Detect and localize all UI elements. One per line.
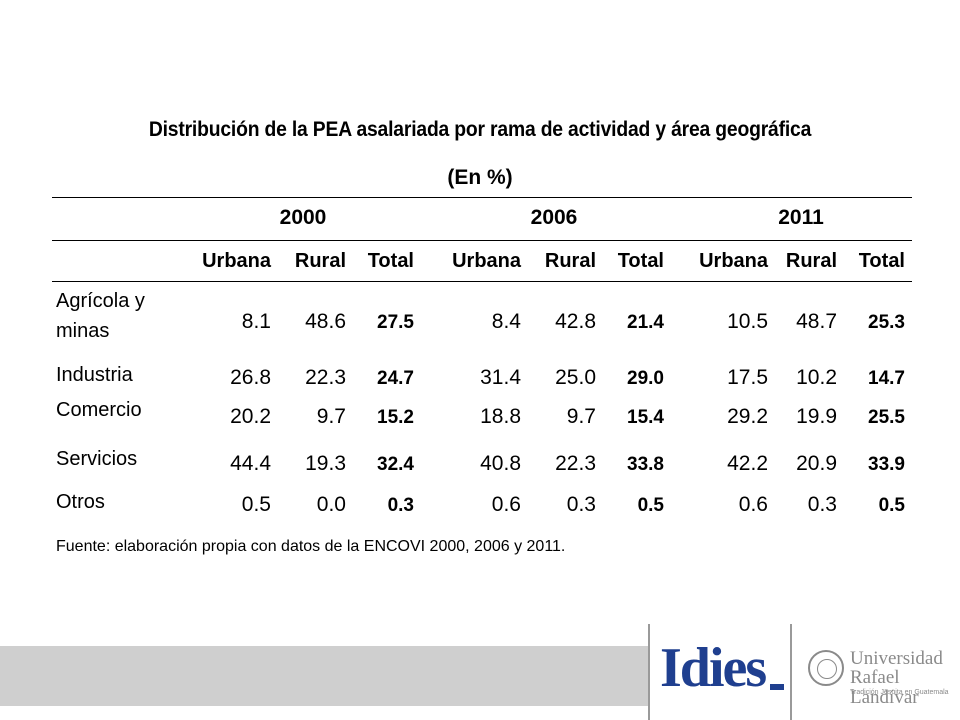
row-label: Servicios [56, 444, 137, 474]
table-cell: 29.2 [727, 405, 768, 428]
university-tagline: Tradición Jesuita en Guatemala [850, 689, 949, 696]
year-header-2006: 2006 [530, 206, 578, 229]
total-cell: 32.4 [377, 454, 414, 475]
column-header-urbana: Urbana [452, 250, 521, 272]
table-cell: 8.1 [241, 310, 271, 333]
column-header-urbana: Urbana [202, 250, 271, 272]
year-header-2000: 2000 [279, 206, 327, 229]
university-seal-icon [808, 650, 844, 686]
table-cell: 18.8 [480, 405, 521, 428]
table-cell: 48.7 [796, 310, 837, 333]
total-cell: 24.7 [377, 368, 414, 389]
header-bottom-rule [52, 281, 912, 282]
year-header-2011: 2011 [778, 206, 824, 229]
table-cell: 26.8 [230, 366, 271, 389]
column-header-total: Total [858, 250, 905, 272]
university-name-line1: Universidad [850, 648, 943, 669]
table-cell: 9.7 [316, 405, 346, 428]
table-cell: 40.8 [480, 452, 521, 475]
table-cell: 10.5 [727, 310, 768, 333]
total-cell: 29.0 [627, 368, 664, 389]
total-cell: 0.3 [387, 495, 414, 516]
total-cell: 15.2 [377, 407, 414, 428]
logo-divider-left [648, 624, 650, 720]
table-cell: 19.3 [305, 452, 346, 475]
column-header-rural: Rural [544, 250, 596, 272]
table-cell: 0.5 [241, 493, 271, 516]
column-header-total: Total [367, 250, 414, 272]
top-rule [52, 197, 912, 198]
table-cell: 0.6 [491, 493, 521, 516]
total-cell: 33.8 [627, 454, 664, 475]
total-cell: 27.5 [377, 312, 414, 333]
total-cell: 25.3 [868, 312, 905, 333]
row-label: Comercio [56, 395, 142, 425]
row-label-line: Otros [56, 491, 105, 513]
row-label-line: Servicios [56, 448, 138, 470]
table-cell: 0.3 [566, 493, 596, 516]
table-cell: 19.9 [796, 405, 837, 428]
table-cell: 9.7 [566, 405, 596, 428]
row-label: Agrícola y minas [56, 286, 145, 346]
table-cell: 0.3 [807, 493, 837, 516]
table-cell: 25.0 [555, 366, 596, 389]
row-label: Otros [56, 487, 105, 517]
table-cell: 10.2 [796, 366, 837, 389]
table-cell: 42.8 [555, 310, 596, 333]
middle-rule [52, 240, 912, 241]
table-cell: 44.4 [230, 452, 271, 475]
column-header-rural: Rural [785, 250, 837, 272]
table-title: Distribución de la PEA asalariada por ra… [148, 118, 812, 141]
column-header-total: Total [617, 250, 664, 272]
total-cell: 21.4 [627, 312, 664, 333]
total-cell: 0.5 [878, 495, 905, 516]
total-cell: 15.4 [627, 407, 664, 428]
source-note: Fuente: elaboración propia con datos de … [56, 538, 566, 555]
row-label: Industria [56, 360, 133, 390]
logo-area [648, 624, 960, 720]
row-label-line: Comercio [56, 399, 142, 421]
column-header-urbana: Urbana [699, 250, 768, 272]
table-cell: 22.3 [305, 366, 346, 389]
table-cell: 48.6 [305, 310, 346, 333]
total-cell: 33.9 [868, 454, 905, 475]
idies-logo: Idies [660, 637, 767, 699]
row-label-line: Industria [56, 364, 133, 386]
table-cell: 20.2 [230, 405, 271, 428]
total-cell: 0.5 [637, 495, 664, 516]
table-cell: 22.3 [555, 452, 596, 475]
table-cell: 0.6 [738, 493, 768, 516]
table-subtitle: (En %) [447, 166, 513, 189]
row-label-line: Agrícola y [56, 290, 145, 312]
total-cell: 25.5 [868, 407, 905, 428]
idies-logo-bar [770, 684, 784, 690]
table-cell: 0.0 [316, 493, 346, 516]
university-name-line2: Rafael Landívar [850, 667, 919, 708]
table-cell: 42.2 [727, 452, 768, 475]
table-cell: 31.4 [480, 366, 521, 389]
table-cell: 17.5 [727, 366, 768, 389]
column-header-rural: Rural [294, 250, 346, 272]
table-cell: 20.9 [796, 452, 837, 475]
table-cell: 8.4 [491, 310, 521, 333]
logo-divider-middle [790, 624, 792, 720]
row-label-line: minas [56, 320, 110, 342]
total-cell: 14.7 [868, 368, 905, 389]
